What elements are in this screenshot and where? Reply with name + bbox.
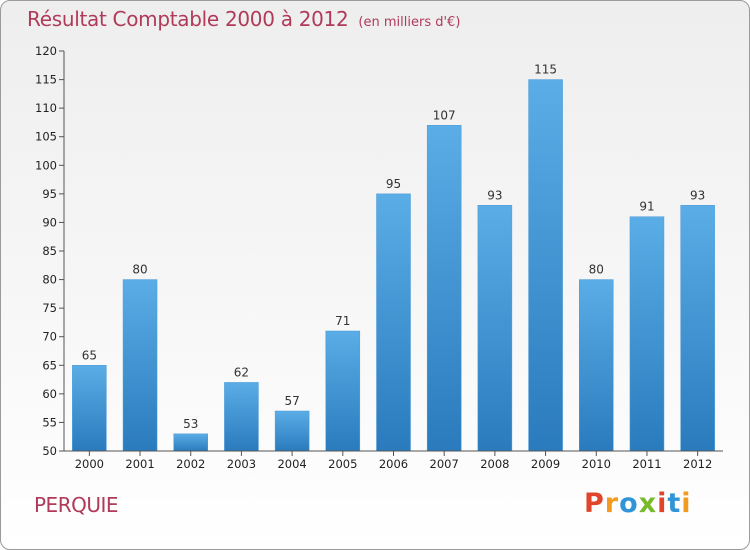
x-tick-label-2000: 2000 xyxy=(75,457,104,471)
bar-2009 xyxy=(528,79,563,452)
data-label-2009: 115 xyxy=(534,63,557,77)
logo-letter: x xyxy=(638,488,658,519)
bar-2004 xyxy=(274,410,310,452)
x-tick-label-2005: 2005 xyxy=(328,457,357,471)
bar-2003 xyxy=(224,382,259,452)
logo-letter: t xyxy=(667,488,682,519)
y-tick-label: 120 xyxy=(35,44,57,58)
x-tick-label-2012: 2012 xyxy=(683,457,712,471)
bar-2002 xyxy=(173,433,208,452)
data-label-2012: 93 xyxy=(690,188,705,202)
data-label-2003: 62 xyxy=(234,365,249,379)
bars: 65 80 53 62 57 71 95 107 93 115 80 91 93 xyxy=(72,63,715,452)
y-tick-label: 80 xyxy=(42,273,57,287)
x-tick-label-2002: 2002 xyxy=(176,457,205,471)
y-tick-label: 95 xyxy=(42,187,57,201)
title-row: Résultat Comptable 2000 à 2012 (en millie… xyxy=(27,7,460,31)
y-tick-label: 115 xyxy=(35,73,57,87)
bar-2007 xyxy=(426,125,462,452)
data-label-2001: 80 xyxy=(132,263,147,277)
bar-2010 xyxy=(579,279,614,452)
y-tick-label: 100 xyxy=(35,158,57,172)
x-tick-label-2001: 2001 xyxy=(125,457,154,471)
data-label-2002: 53 xyxy=(183,417,198,431)
x-axis: 2000 2001 2002 2003 2004 2005 2006 2007 2008 2009… xyxy=(64,450,723,471)
y-tick-label: 60 xyxy=(42,387,57,401)
data-label-2004: 57 xyxy=(284,394,299,408)
data-label-2006: 95 xyxy=(386,177,401,191)
place-name: PERQUIE xyxy=(34,493,119,517)
y-tick-label: 50 xyxy=(42,444,57,458)
bar-2008 xyxy=(477,205,513,452)
y-tick-label: 85 xyxy=(42,244,57,258)
y-axis: 50 55 60 65 70 75 80 85 90 95 100 105 110 115 120 xyxy=(35,44,65,458)
y-tick-label: 70 xyxy=(42,330,57,344)
bar-2012 xyxy=(680,205,715,452)
x-tick-label-2010: 2010 xyxy=(582,457,611,471)
bar-2006 xyxy=(376,193,411,452)
bar-2011 xyxy=(629,216,665,452)
data-label-2007: 107 xyxy=(433,108,456,122)
chart-title: Résultat Comptable 2000 à 2012 xyxy=(27,7,349,31)
chart-subtitle: (en milliers d'€) xyxy=(358,15,461,30)
logo-letter: i xyxy=(681,488,692,519)
y-tick-label: 90 xyxy=(42,215,57,229)
bar-2005 xyxy=(325,330,361,452)
data-label-2008: 93 xyxy=(487,188,502,202)
y-tick-label: 105 xyxy=(35,130,57,144)
x-tick-label-2007: 2007 xyxy=(430,457,459,471)
x-tick-label-2009: 2009 xyxy=(531,457,560,471)
y-tick-label: 75 xyxy=(42,301,57,315)
data-label-2005: 71 xyxy=(335,314,350,328)
data-label-2011: 91 xyxy=(639,200,654,214)
y-tick-label: 55 xyxy=(42,415,57,429)
proxiti-logo[interactable]: Proxiti xyxy=(584,488,692,519)
data-label-2000: 65 xyxy=(82,348,97,362)
data-label-2010: 80 xyxy=(589,263,604,277)
bar-2000 xyxy=(72,365,107,452)
bar-2001 xyxy=(122,279,158,452)
y-tick-label: 65 xyxy=(42,358,57,372)
x-tick-label-2006: 2006 xyxy=(379,457,408,471)
y-tick-label: 110 xyxy=(35,101,57,115)
logo-letter: o xyxy=(619,488,639,519)
x-tick-label-2003: 2003 xyxy=(227,457,256,471)
logo-letter: i xyxy=(657,488,668,519)
logo-letter: r xyxy=(604,488,620,519)
x-tick-label-2008: 2008 xyxy=(480,457,509,471)
x-tick-label-2011: 2011 xyxy=(632,457,661,471)
x-tick-label-2004: 2004 xyxy=(277,457,306,471)
logo-letter: P xyxy=(584,488,605,519)
